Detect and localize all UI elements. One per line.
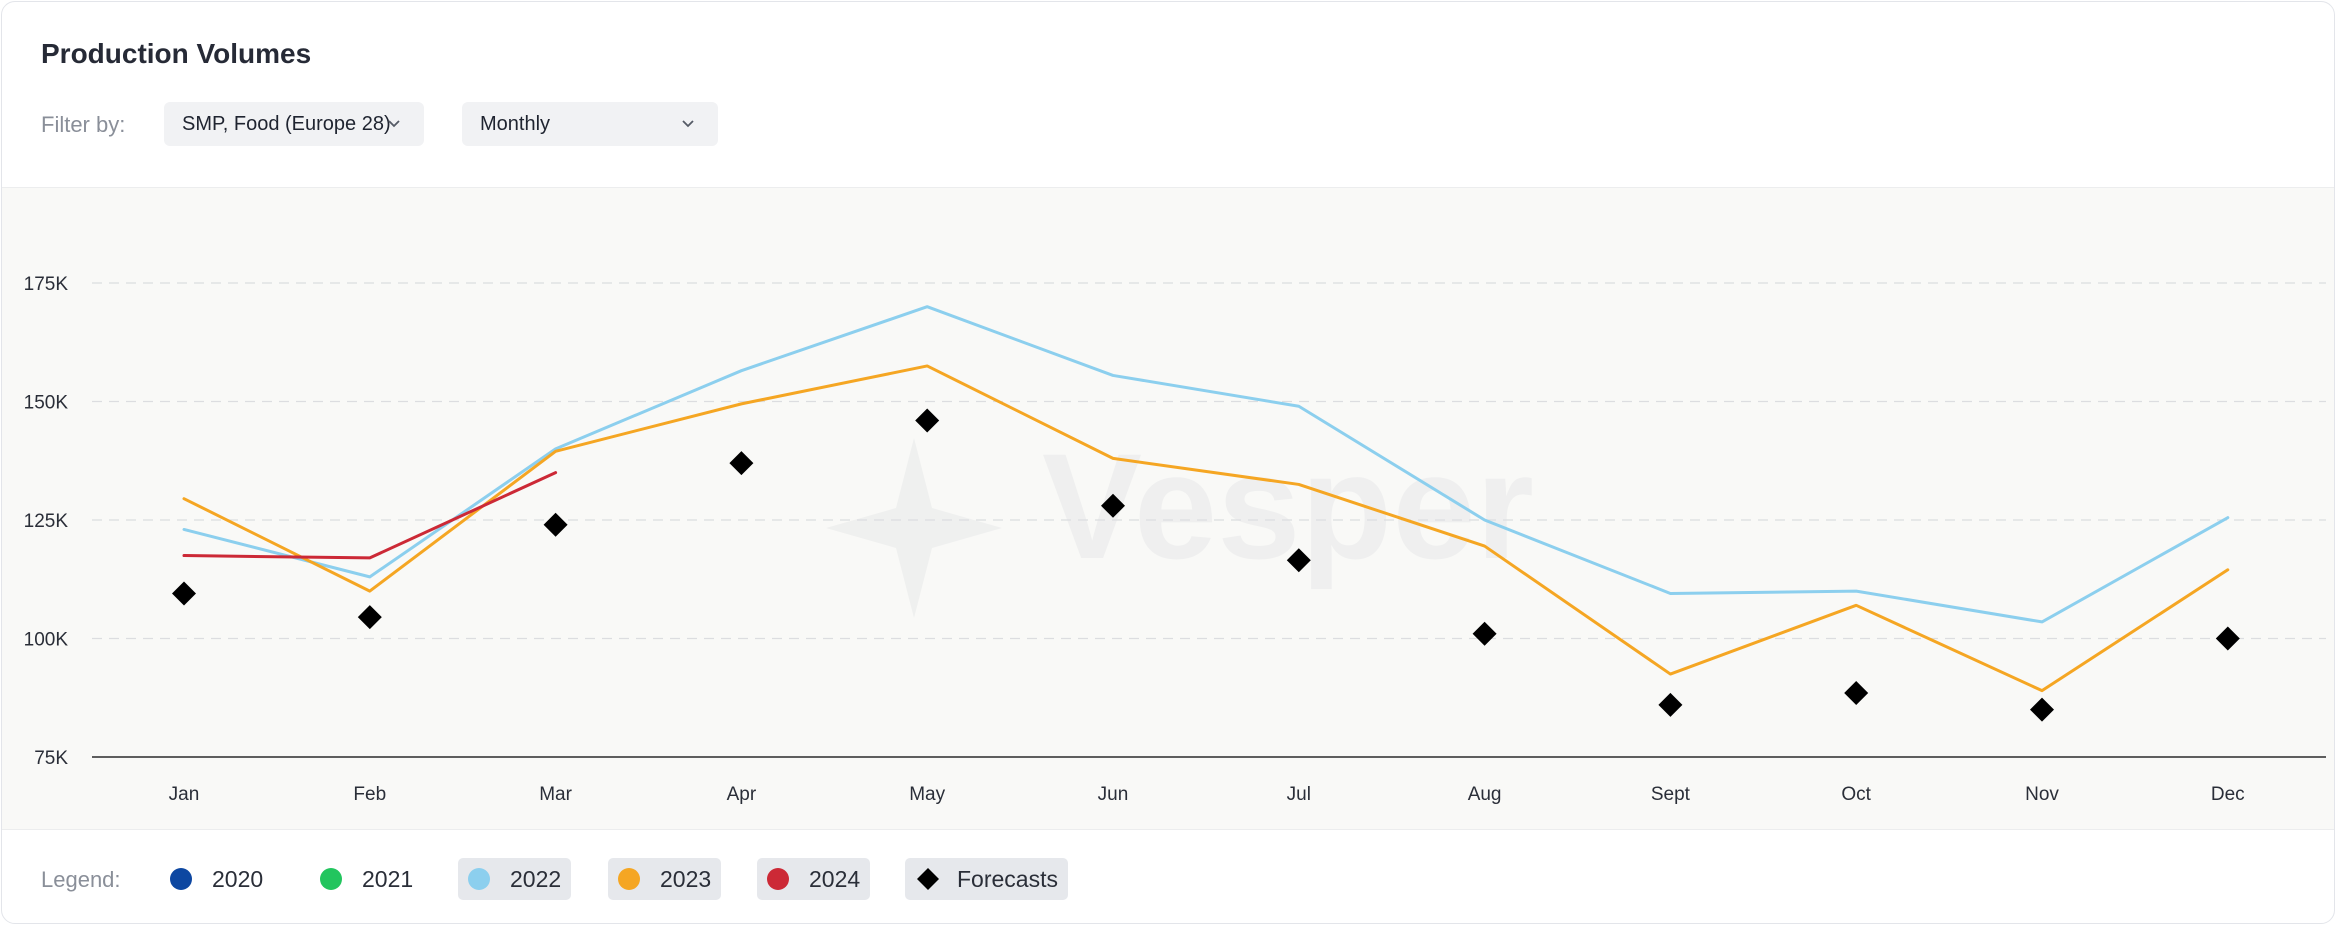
legend-item-label: 2020 bbox=[212, 865, 264, 892]
chart-area: Vesper 75K 100K 125K 150K 175K Jan Feb Mar Apr Ma… bbox=[2, 187, 2334, 830]
x-tick-label-dec: Dec bbox=[2211, 784, 2245, 805]
page-title: Production Volumes bbox=[41, 38, 312, 69]
circle-swatch-icon bbox=[468, 868, 490, 890]
series-line-2024[interactable] bbox=[182, 471, 558, 560]
y-tick-label: 175K bbox=[24, 274, 69, 295]
x-tick-label-jul: Jul bbox=[1287, 784, 1311, 805]
forecast-point-sept[interactable] bbox=[1658, 692, 1683, 717]
x-tick-label-aug: Aug bbox=[1468, 784, 1502, 805]
circle-swatch-icon bbox=[320, 868, 342, 890]
forecast-point-nov[interactable] bbox=[2030, 697, 2054, 722]
x-tick-label-mar: Mar bbox=[539, 784, 572, 805]
forecast-point-apr[interactable] bbox=[729, 451, 754, 476]
forecast-point-mar[interactable] bbox=[543, 512, 568, 537]
product-filter-value: SMP, Food (Europe 28) bbox=[182, 112, 391, 135]
forecast-point-aug[interactable] bbox=[1472, 621, 1497, 646]
chevron-down-icon bbox=[388, 120, 400, 128]
y-tick-label: 125K bbox=[24, 511, 69, 532]
x-tick-label-sept: Sept bbox=[1651, 784, 1691, 805]
legend-item-2023[interactable]: 2023 bbox=[608, 858, 722, 900]
forecast-point-feb[interactable] bbox=[357, 605, 382, 630]
x-tick-label-apr: Apr bbox=[727, 784, 757, 805]
legend-item-label: 2022 bbox=[510, 865, 562, 892]
period-filter-value: Monthly bbox=[480, 112, 551, 135]
legend-item-2020[interactable]: 2020 bbox=[160, 858, 273, 900]
circle-swatch-icon bbox=[618, 868, 640, 890]
filter-label: Filter by: bbox=[41, 112, 126, 137]
forecast-point-jun[interactable] bbox=[1101, 493, 1125, 518]
period-filter-dropdown[interactable]: Monthly bbox=[462, 102, 718, 146]
legend-item-2024[interactable]: 2024 bbox=[757, 858, 871, 900]
legend-label: Legend: bbox=[41, 867, 121, 892]
y-tick-label: 100K bbox=[24, 630, 69, 651]
legend-item-label: 2021 bbox=[362, 865, 414, 892]
forecast-point-jul[interactable] bbox=[1286, 548, 1311, 573]
x-tick-label-feb: Feb bbox=[353, 784, 386, 805]
x-tick-label-jan: Jan bbox=[169, 784, 200, 805]
legend-item-label: Forecasts bbox=[957, 865, 1058, 892]
diamond-marker-icon bbox=[917, 868, 939, 890]
series-line-2023[interactable] bbox=[182, 364, 2230, 693]
forecast-point-dec[interactable] bbox=[2215, 626, 2240, 651]
forecast-point-may[interactable] bbox=[915, 408, 940, 433]
legend-item-forecasts[interactable]: Forecasts bbox=[905, 858, 1068, 900]
legend-item-label: 2023 bbox=[660, 865, 712, 892]
product-filter-dropdown[interactable]: SMP, Food (Europe 28) bbox=[164, 102, 424, 146]
y-tick-label: 75K bbox=[34, 748, 68, 769]
x-tick-label-jun: Jun bbox=[1098, 784, 1129, 805]
forecast-point-oct[interactable] bbox=[1844, 681, 1869, 706]
legend-item-2021[interactable]: 2021 bbox=[310, 858, 423, 900]
y-tick-label: 150K bbox=[24, 393, 69, 414]
x-tick-label-nov: Nov bbox=[2025, 784, 2059, 805]
series-line-2022[interactable] bbox=[182, 305, 2230, 624]
x-tick-label-oct: Oct bbox=[1841, 784, 1871, 805]
legend-item-label: 2024 bbox=[809, 865, 861, 892]
circle-swatch-icon bbox=[767, 868, 789, 890]
legend-item-2022[interactable]: 2022 bbox=[458, 858, 572, 900]
chevron-down-icon bbox=[682, 120, 694, 128]
x-tick-label-may: May bbox=[909, 784, 945, 805]
circle-swatch-icon bbox=[170, 868, 192, 890]
forecast-point-jan[interactable] bbox=[172, 581, 196, 606]
